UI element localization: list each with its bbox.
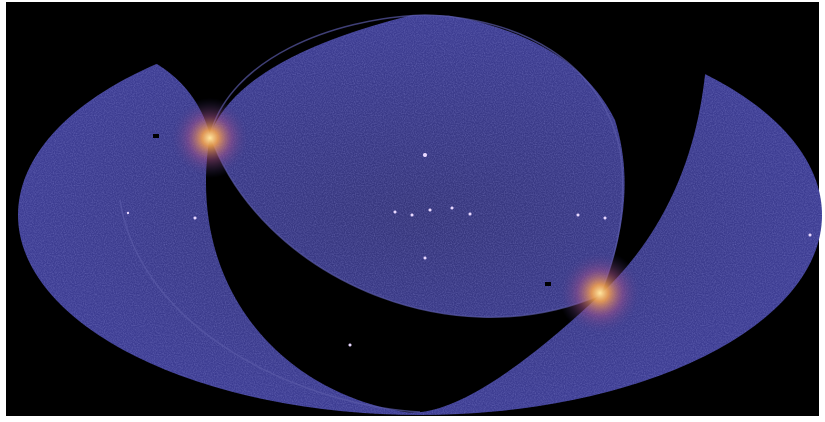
bright-region <box>558 251 642 335</box>
bright-region <box>170 98 250 178</box>
scan-arcs <box>119 14 624 413</box>
masked-spot <box>153 134 159 138</box>
gap-top-right <box>425 12 713 295</box>
point-sources <box>126 153 812 347</box>
gap-crescent <box>205 135 601 413</box>
masked-spot <box>545 282 551 286</box>
